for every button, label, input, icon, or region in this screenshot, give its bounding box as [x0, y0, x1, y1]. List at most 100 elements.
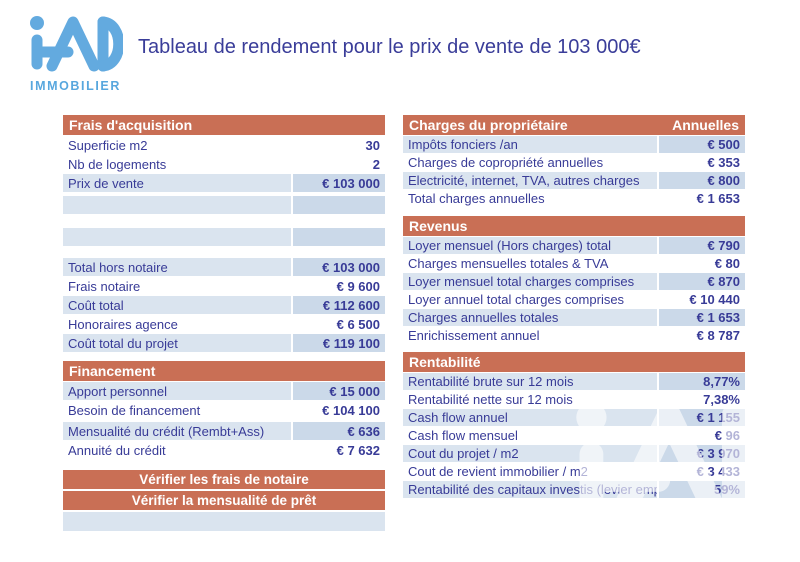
row-label: Frais notaire [63, 277, 291, 295]
empty-row [63, 196, 385, 214]
table-row: Impôts fonciers /an € 500 [403, 136, 745, 153]
row-value: € 119 100 [293, 334, 385, 352]
row-value: € 500 [659, 136, 745, 153]
table-row: Rentabilité brute sur 12 mois 8,77% [403, 373, 745, 390]
row-label: Cout du projet / m2 [403, 445, 657, 462]
row-value: € 800 [659, 172, 745, 189]
section-header-charges: Charges du propriétaire Annuelles [403, 115, 745, 135]
table-row: Mensualité du crédit (Rembt+Ass) € 636 [63, 422, 385, 440]
row-label: Total hors notaire [63, 258, 291, 276]
table-row: Enrichissement annuel € 8 787 [403, 327, 745, 344]
table-row: Rentabilité des capitaux investis (levie… [403, 481, 745, 498]
row-label: Superficie m2 [63, 136, 291, 154]
row-label: Electricité, internet, TVA, autres charg… [403, 172, 657, 189]
table-row: Cash flow annuel € 1 155 [403, 409, 745, 426]
row-label: Rentabilité nette sur 12 mois [403, 391, 657, 408]
section-unit-label: Annuelles [672, 117, 739, 133]
verify-notary-fees-button[interactable]: Vérifier les frais de notaire [63, 470, 385, 489]
verify-loan-monthly-button[interactable]: Vérifier la mensualité de prêt [63, 491, 385, 510]
table-row: Electricité, internet, TVA, autres charg… [403, 172, 745, 189]
row-label: Cash flow annuel [403, 409, 657, 426]
row-label: Annuité du crédit [63, 441, 291, 459]
row-value: 7,38% [659, 391, 745, 408]
table-row: Nb de logements 2 [63, 155, 385, 173]
row-value: 30 [365, 137, 380, 153]
row-value: € 96 [659, 427, 745, 444]
iad-logo-icon [30, 16, 125, 72]
table-row: Cout du projet / m2 € 3 970 [403, 445, 745, 462]
section-header-rentabilite: Rentabilité [403, 352, 745, 372]
row-label: Total charges annuelles [403, 190, 657, 207]
row-value: € 6 500 [293, 315, 385, 333]
table-row: Frais notaire € 9 600 [63, 277, 385, 295]
section-title: Charges du propriétaire [409, 117, 568, 133]
row-value: € 3 970 [659, 445, 745, 462]
section-header-financement: Financement [63, 361, 385, 381]
table-row: Loyer mensuel total charges comprises € … [403, 273, 745, 290]
table-row: Annuité du crédit € 7 632 [63, 441, 385, 459]
row-value: € 8 787 [659, 327, 745, 344]
row-value: € 1 653 [659, 309, 745, 326]
row-label: Charges de copropriété annuelles [403, 154, 657, 171]
row-value: € 1 155 [659, 409, 745, 426]
row-label: Coût total du projet [63, 334, 291, 352]
row-value: € 103 000 [293, 174, 385, 192]
row-value: 8,77% [659, 373, 745, 390]
section-title: Frais d'acquisition [69, 117, 193, 133]
row-value: € 3 433 [659, 463, 745, 480]
section-title: Rentabilité [409, 354, 481, 370]
table-row: Besoin de financement € 104 100 [63, 401, 385, 419]
row-label: Impôts fonciers /an [403, 136, 657, 153]
row-label: Enrichissement annuel [403, 327, 657, 344]
section-header-revenus: Revenus [403, 216, 745, 236]
table-row: Cout de revient immobilier / m2 € 3 433 [403, 463, 745, 480]
table-row: Charges mensuelles totales & TVA € 80 [403, 255, 745, 272]
row-value: € 112 600 [293, 296, 385, 314]
row-value: € 10 440 [659, 291, 745, 308]
row-label: Loyer mensuel total charges comprises [403, 273, 657, 290]
row-value: € 636 [293, 422, 385, 440]
right-column: Charges du propriétaire Annuelles Impôts… [403, 115, 745, 499]
row-value: 2 [293, 155, 385, 173]
row-label: Cash flow mensuel [403, 427, 657, 444]
table-row: Honoraires agence € 6 500 [63, 315, 385, 333]
table-row: Coût total du projet € 119 100 [63, 334, 385, 352]
table-row: Total charges annuelles € 1 653 [403, 190, 745, 207]
table-row: Charges annuelles totales € 1 653 [403, 309, 745, 326]
row-label: Cout de revient immobilier / m2 [403, 463, 657, 480]
table-row: Prix de vente € 103 000 [63, 174, 385, 192]
table-row: Charges de copropriété annuelles € 353 [403, 154, 745, 171]
row-value: € 80 [659, 255, 745, 272]
row-value: € 1 653 [659, 190, 745, 207]
table-row: Cash flow mensuel € 96 [403, 427, 745, 444]
row-label: Prix de vente [63, 174, 291, 192]
row-value: € 9 600 [293, 277, 385, 295]
row-label: Loyer mensuel (Hors charges) total [403, 237, 657, 254]
table-row: Coût total € 112 600 [63, 296, 385, 314]
row-label: Besoin de financement [63, 401, 291, 419]
section-header-frais-acquisition: Frais d'acquisition [63, 115, 385, 135]
brand-subtext: IMMOBILIER [30, 79, 121, 93]
table-row: Rentabilité nette sur 12 mois 7,38% [403, 391, 745, 408]
table-row: Loyer mensuel (Hors charges) total € 790 [403, 237, 745, 254]
row-value: 59% [659, 481, 745, 498]
row-value: € 104 100 [293, 401, 385, 419]
empty-row [63, 228, 385, 246]
row-label: Rentabilité brute sur 12 mois [403, 373, 657, 390]
empty-row [63, 512, 385, 531]
row-value: € 103 000 [293, 258, 385, 276]
row-label: Coût total [63, 296, 291, 314]
row-label: Nb de logements [63, 155, 291, 173]
row-value: € 870 [659, 273, 745, 290]
row-value: € 15 000 [293, 382, 385, 400]
row-label: Charges annuelles totales [403, 309, 657, 326]
table-row: Superficie m2 30 [63, 136, 385, 154]
row-value: € 790 [659, 237, 745, 254]
row-label: Rentabilité des capitaux investis (levie… [403, 481, 657, 498]
section-title: Revenus [409, 218, 468, 234]
row-label: Charges mensuelles totales & TVA [403, 255, 657, 272]
page-title: Tableau de rendement pour le prix de ven… [138, 36, 641, 58]
row-value: € 353 [659, 154, 745, 171]
table-row: Apport personnel € 15 000 [63, 382, 385, 400]
